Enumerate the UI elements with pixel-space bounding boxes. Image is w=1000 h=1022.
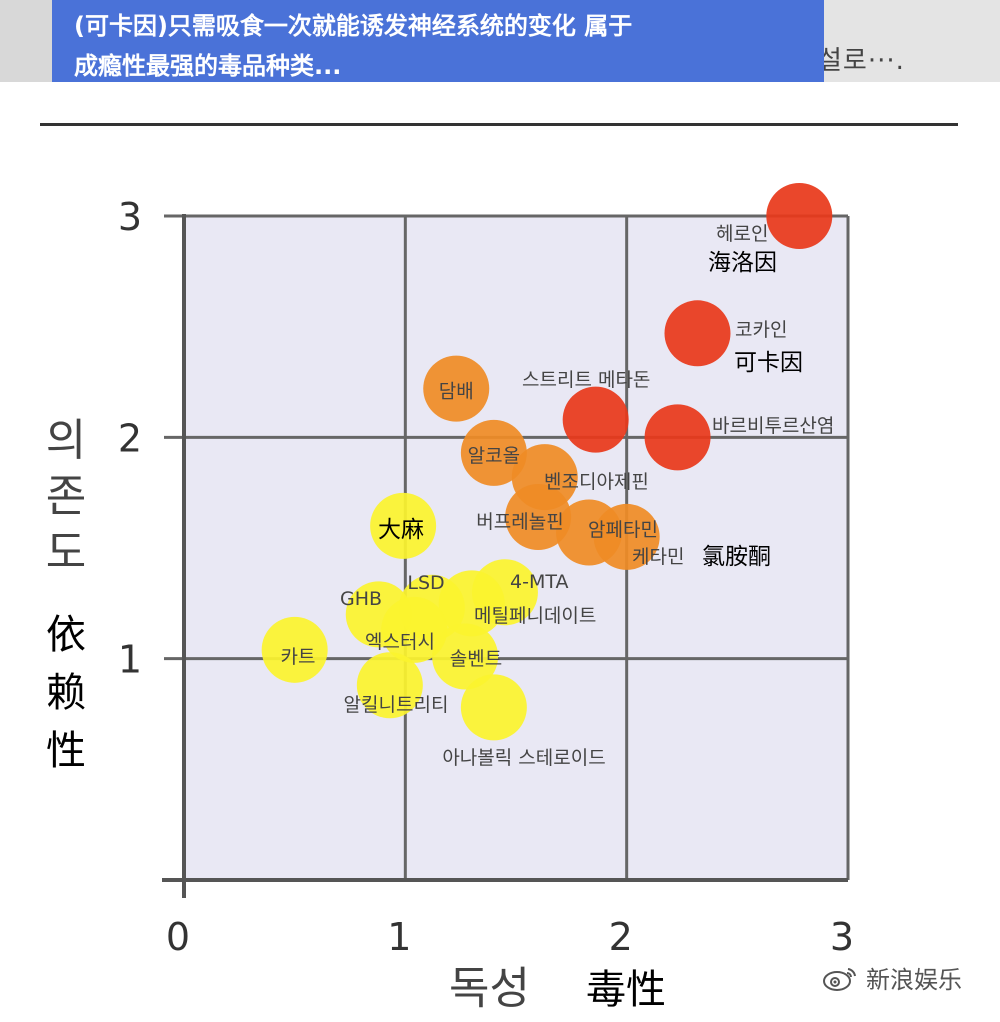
data-point-label: 솔벤트 (450, 648, 502, 670)
x-tick-label: 0 (166, 915, 190, 959)
data-point (423, 355, 490, 422)
divider-line (40, 123, 958, 126)
data-point (505, 484, 572, 551)
y-axis-title-char: 도 (46, 527, 86, 578)
y-axis-title-char: 존 (46, 471, 86, 522)
data-point-label: 엑스터시 (365, 631, 435, 653)
x-tick-label: 1 (387, 915, 411, 959)
data-point-label: 헤로인 (716, 223, 768, 245)
data-point-label: 4-MTA (510, 571, 568, 593)
data-point (644, 404, 711, 471)
data-point (381, 596, 448, 663)
data-point-label: 바르비투르산염 (712, 415, 834, 437)
y-axis-title-cn-char: 赖 (46, 670, 86, 716)
data-point-label: 벤조디아제핀 (544, 471, 649, 493)
data-point (432, 623, 499, 690)
weibo-eye-icon (823, 967, 856, 991)
x-tick-label: 2 (609, 915, 633, 959)
x-axis-title: 독성 (449, 963, 530, 1014)
data-point-label: LSD (407, 572, 444, 594)
data-point-label: 알킬니트리티 (344, 694, 449, 716)
data-point-label: 코카인 (735, 319, 787, 341)
y-axis-title-char: 의 (46, 415, 86, 466)
data-point-label: 케타민 (632, 546, 684, 568)
caption-line-1: (可卡因)只需吸食一次就能诱发神经系统的变化 属于 (74, 12, 633, 40)
data-point-label: 메틸페니데이트 (474, 605, 596, 627)
data-point-label: GHB (340, 588, 382, 610)
watermark-text: 新浪娱乐 (866, 966, 962, 994)
x-tick-label: 3 (830, 915, 854, 959)
y-axis-title-cn-char: 性 (46, 728, 86, 774)
data-point (261, 616, 328, 683)
data-point-label: 알코올 (468, 445, 520, 467)
data-point-label: 버프레놀핀 (476, 511, 563, 533)
data-point (370, 492, 437, 559)
y-tick-label: 1 (118, 638, 142, 682)
caption-banner (52, 0, 824, 82)
data-point (356, 652, 423, 719)
data-point-label: 아나볼릭 스테로이드 (442, 747, 605, 769)
data-point (460, 419, 527, 486)
caption-line-2: 成瘾性最强的毒品种类... (74, 52, 342, 80)
data-point (460, 674, 527, 741)
y-axis-title-cn-char: 依 (46, 612, 86, 658)
data-point-label: 담배 (439, 381, 474, 403)
top-right-background (820, 0, 1000, 82)
top-left-background (0, 0, 52, 82)
data-point (766, 183, 833, 249)
data-point (438, 570, 505, 637)
data-point-label-cn: 可卡因 (734, 350, 803, 376)
plot-area (184, 216, 848, 880)
data-point-label: 카트 (281, 646, 316, 668)
watermark: 新浪娱乐 (822, 960, 962, 995)
top-right-text-fragment: 설로···. (818, 46, 905, 76)
data-point-label: 스트리트 메타돈 (522, 369, 650, 391)
data-point-label: 암페타민 (588, 519, 658, 541)
x-axis-title-cn: 毒性 (586, 967, 666, 1013)
data-point (593, 503, 660, 570)
data-point (562, 386, 629, 453)
y-tick-label: 2 (118, 416, 142, 460)
y-tick-label: 3 (118, 195, 142, 239)
data-point-label-cn: 氯胺酮 (702, 544, 771, 570)
data-point-label-cn: 大麻 (378, 517, 424, 543)
data-point-label-cn: 海洛因 (708, 250, 777, 276)
data-point (664, 300, 731, 367)
